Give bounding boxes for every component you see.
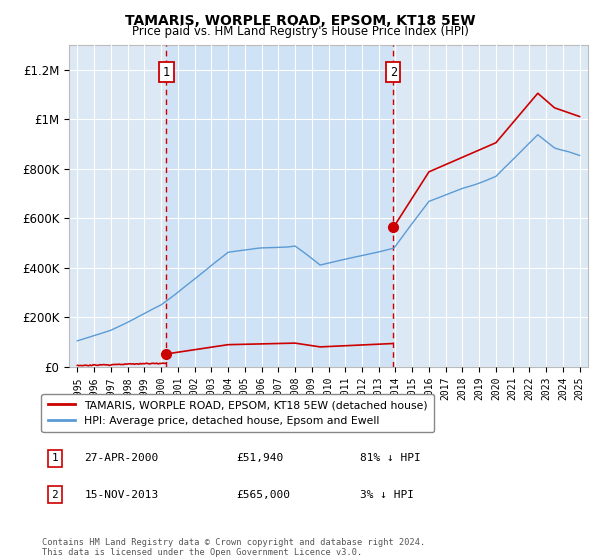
Bar: [166, 45, 393, 367]
Text: Price paid vs. HM Land Registry's House Price Index (HPI): Price paid vs. HM Land Registry's House …: [131, 25, 469, 38]
Text: 2: 2: [390, 66, 397, 78]
Text: TAMARIS, WORPLE ROAD, EPSOM, KT18 5EW: TAMARIS, WORPLE ROAD, EPSOM, KT18 5EW: [125, 14, 475, 28]
Text: 81% ↓ HPI: 81% ↓ HPI: [360, 454, 421, 464]
Text: £51,940: £51,940: [236, 454, 283, 464]
Text: £565,000: £565,000: [236, 490, 290, 500]
Legend: TAMARIS, WORPLE ROAD, EPSOM, KT18 5EW (detached house), HPI: Average price, deta: TAMARIS, WORPLE ROAD, EPSOM, KT18 5EW (d…: [41, 394, 434, 432]
Text: 1: 1: [163, 66, 170, 78]
Text: 2: 2: [52, 490, 58, 500]
Text: 3% ↓ HPI: 3% ↓ HPI: [360, 490, 414, 500]
Text: 15-NOV-2013: 15-NOV-2013: [85, 490, 159, 500]
Text: 1: 1: [52, 454, 58, 464]
Text: 27-APR-2000: 27-APR-2000: [85, 454, 159, 464]
Text: Contains HM Land Registry data © Crown copyright and database right 2024.
This d: Contains HM Land Registry data © Crown c…: [42, 538, 425, 557]
